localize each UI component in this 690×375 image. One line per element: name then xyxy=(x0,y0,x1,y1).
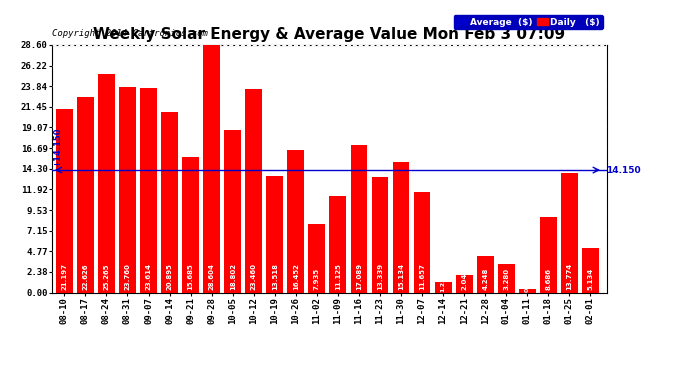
Text: 17.089: 17.089 xyxy=(356,263,362,290)
Bar xyxy=(455,275,473,292)
Text: 0.392: 0.392 xyxy=(525,272,530,292)
Bar xyxy=(308,224,325,292)
Bar xyxy=(182,157,199,292)
Text: 13.339: 13.339 xyxy=(377,263,383,290)
Legend: Average  ($), Daily   ($): Average ($), Daily ($) xyxy=(453,15,602,29)
Bar xyxy=(393,162,409,292)
Bar xyxy=(266,176,283,292)
Text: 21.197: 21.197 xyxy=(61,263,68,290)
Bar xyxy=(561,173,578,292)
Text: Copyright 2014 Cartronics.com: Copyright 2014 Cartronics.com xyxy=(52,28,208,38)
Text: 16.452: 16.452 xyxy=(293,263,299,290)
Text: 18.802: 18.802 xyxy=(230,263,236,290)
Bar xyxy=(477,256,493,292)
Bar xyxy=(371,177,388,292)
Text: 23.614: 23.614 xyxy=(146,263,152,290)
Text: +14.150: +14.150 xyxy=(53,128,62,168)
Bar xyxy=(497,264,515,292)
Text: 22.626: 22.626 xyxy=(82,263,88,290)
Text: 23.460: 23.460 xyxy=(250,263,257,290)
Bar xyxy=(519,289,535,292)
Text: 2.043: 2.043 xyxy=(461,268,467,290)
Bar xyxy=(161,112,178,292)
Text: 11.657: 11.657 xyxy=(419,263,425,290)
Bar xyxy=(540,217,557,292)
Bar xyxy=(582,248,599,292)
Text: 8.686: 8.686 xyxy=(545,268,551,290)
Bar xyxy=(435,282,451,292)
Bar xyxy=(119,87,136,292)
Text: 15.134: 15.134 xyxy=(398,263,404,290)
Bar xyxy=(140,88,157,292)
Bar xyxy=(98,74,115,292)
Bar xyxy=(77,97,94,292)
Text: 20.895: 20.895 xyxy=(166,263,172,290)
Text: 14.150: 14.150 xyxy=(606,165,641,174)
Text: 5.134: 5.134 xyxy=(587,268,593,290)
Text: 11.125: 11.125 xyxy=(335,263,341,290)
Bar xyxy=(224,130,241,292)
Bar xyxy=(413,192,431,292)
Title: Weekly Solar Energy & Average Value Mon Feb 3 07:09: Weekly Solar Energy & Average Value Mon … xyxy=(93,27,566,42)
Bar xyxy=(56,109,72,292)
Text: 28.604: 28.604 xyxy=(208,263,215,290)
Bar xyxy=(204,45,220,292)
Text: 15.685: 15.685 xyxy=(188,263,194,290)
Text: 13.518: 13.518 xyxy=(272,263,278,290)
Text: 23.760: 23.760 xyxy=(124,263,130,290)
Bar xyxy=(351,145,367,292)
Text: 1.236: 1.236 xyxy=(441,272,446,292)
Bar xyxy=(330,196,346,292)
Text: 25.265: 25.265 xyxy=(104,263,110,290)
Text: 7.935: 7.935 xyxy=(314,268,320,290)
Text: 3.280: 3.280 xyxy=(503,268,509,290)
Text: 13.774: 13.774 xyxy=(566,262,572,290)
Text: 4.248: 4.248 xyxy=(482,267,488,290)
Bar xyxy=(246,90,262,292)
Bar xyxy=(288,150,304,292)
